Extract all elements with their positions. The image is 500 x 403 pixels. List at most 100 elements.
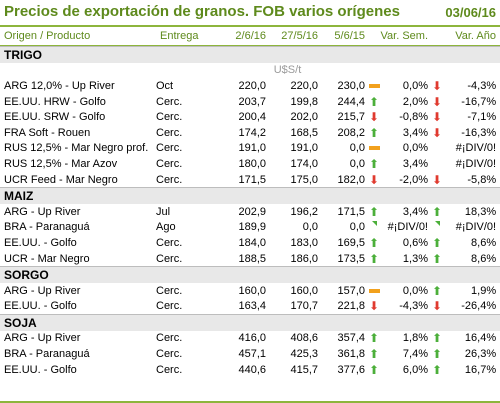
- var-ano-cell: 18,3%: [464, 205, 497, 218]
- delivery-cell: Cerc.: [156, 300, 183, 313]
- price-date-2: 186,0: [290, 252, 318, 265]
- var-ano-cell: 8,6%: [471, 236, 497, 249]
- var-sem-cell: 1,8%: [402, 332, 428, 345]
- delivery-cell: Oct: [156, 79, 174, 92]
- section-header: SORGO: [0, 266, 500, 283]
- var-ano-cell: 16,4%: [464, 332, 497, 345]
- arrow-up-icon: ⬆: [368, 235, 380, 250]
- price-date-2: 175,0: [290, 173, 318, 186]
- page-title: Precios de exportación de granos. FOB va…: [4, 3, 400, 20]
- price-date-2: 168,5: [290, 126, 318, 139]
- header-delivery: Entrega: [160, 30, 199, 42]
- unit-spacer-right: [365, 63, 500, 79]
- arrow-up-icon: ⬆: [368, 204, 380, 219]
- price-date-3: 0,0: [349, 157, 365, 170]
- arrow-up-icon: ⬆: [368, 251, 380, 266]
- delivery-cell: Cerc.: [156, 126, 183, 139]
- price-date-2: 0,0: [302, 221, 318, 234]
- header-product: Origen / Producto: [4, 30, 91, 42]
- product-cell: ARG - Up River: [4, 205, 81, 218]
- table-row: UCR Feed - Mar Negro Cerc. 171,5 175,0 182,0…: [0, 172, 500, 188]
- var-sem-indicator: ⬇: [365, 109, 383, 125]
- var-ano-indicator: ⬆: [428, 346, 446, 362]
- delivery-cell: Cerc.: [156, 173, 183, 186]
- product-cell: RUS 12,5% - Mar Negro prof.: [4, 142, 149, 155]
- delivery-cell: Cerc.: [156, 95, 183, 108]
- title-bar: Precios de exportación de granos. FOB va…: [0, 0, 500, 27]
- var-ano-indicator: ⬆: [428, 235, 446, 251]
- var-ano-indicator: ⬇: [428, 125, 446, 141]
- table-row: BRA - Paranaguá Ago 189,9 0,0 0,0 #¡DIV/0! #¡D…: [0, 220, 500, 236]
- section-header: MAIZ: [0, 187, 500, 204]
- var-sem-cell: 6,0%: [402, 363, 428, 376]
- table-row: ARG - Up River Cerc. 160,0 160,0 157,0 0,0% ⬆ 1…: [0, 283, 500, 299]
- corner-mark-icon: [371, 221, 377, 227]
- flat-icon: [368, 84, 380, 89]
- arrow-up-icon: ⬆: [431, 331, 443, 346]
- section-title: TRIGO: [0, 45, 500, 63]
- price-date-3: 357,4: [337, 332, 365, 345]
- arrow-up-icon: ⬆: [368, 347, 380, 362]
- product-cell: EE.UU. HRW - Golfo: [4, 95, 106, 108]
- product-cell: ARG 12,0% - Up River: [4, 79, 115, 92]
- product-cell: BRA - Paranaguá: [4, 348, 90, 361]
- arrow-up-icon: ⬆: [431, 362, 443, 377]
- var-ano-indicator: ⬇: [428, 78, 446, 94]
- table-row: RUS 12,5% - Mar Negro prof. Cerc. 191,0 191…: [0, 141, 500, 157]
- table-row: FRA Soft - Rouen Cerc. 174,2 168,5 208,2 ⬆ 3,4…: [0, 125, 500, 141]
- var-sem-indicator: [365, 141, 383, 157]
- var-sem-cell: 3,4%: [402, 157, 428, 170]
- price-date-2: 415,7: [290, 363, 318, 376]
- table-row: ARG 12,0% - Up River Oct 220,0 220,0 230,0 0,…: [0, 78, 500, 94]
- arrow-up-icon: ⬆: [431, 283, 443, 298]
- var-ano-indicator: ⬆: [428, 362, 446, 378]
- product-cell: EE.UU. - Golfo: [4, 363, 77, 376]
- var-sem-cell: 1,3%: [402, 252, 428, 265]
- var-ano-indicator: ⬆: [428, 283, 446, 299]
- delivery-cell: Cerc.: [156, 348, 183, 361]
- price-date-2: 174,0: [290, 157, 318, 170]
- header-var-sem: Var. Sem.: [380, 30, 428, 42]
- price-date-1: 191,0: [238, 142, 266, 155]
- price-date-3: 0,0: [349, 142, 365, 155]
- arrow-up-icon: ⬆: [368, 362, 380, 377]
- section-title: MAIZ: [0, 187, 500, 204]
- var-ano-indicator: ⬇: [428, 94, 446, 110]
- arrow-down-icon: ⬇: [431, 78, 443, 93]
- price-date-2: 408,6: [290, 332, 318, 345]
- delivery-cell: Cerc.: [156, 252, 183, 265]
- price-date-1: 160,0: [238, 284, 266, 297]
- price-date-1: 202,9: [238, 205, 266, 218]
- delivery-cell: Cerc.: [156, 236, 183, 249]
- price-date-1: 171,5: [238, 173, 266, 186]
- table-row: EE.UU. - Golfo Cerc. 163,4 170,7 221,8 ⬇ -4,3%…: [0, 299, 500, 315]
- arrow-down-icon: ⬇: [368, 172, 380, 187]
- var-sem-indicator: [365, 78, 383, 94]
- delivery-cell: Ago: [156, 221, 176, 234]
- price-date-1: 203,7: [238, 95, 266, 108]
- delivery-cell: Jul: [156, 205, 171, 218]
- arrow-up-icon: ⬆: [431, 204, 443, 219]
- unit-row: U$S/t: [0, 63, 500, 79]
- var-sem-indicator: ⬆: [365, 204, 383, 220]
- delivery-cell: Cerc.: [156, 284, 183, 297]
- var-ano-indicator: [428, 141, 446, 157]
- price-date-3: 377,6: [337, 363, 365, 376]
- var-ano-cell: #¡DIV/0!: [455, 142, 497, 155]
- table-row: EE.UU. - Golfo Cerc. 184,0 183,0 169,5 ⬆ 0,6% ⬆…: [0, 235, 500, 251]
- var-ano-indicator: ⬆: [428, 251, 446, 267]
- var-ano-cell: 1,9%: [471, 284, 497, 297]
- var-sem-cell: -0,8%: [399, 111, 428, 124]
- delivery-cell: Cerc.: [156, 332, 183, 345]
- var-ano-cell: -26,4%: [461, 300, 497, 313]
- section-title: SORGO: [0, 266, 500, 283]
- delivery-cell: Cerc.: [156, 111, 183, 124]
- report-date: 03/06/16: [445, 5, 496, 20]
- price-date-2: 170,7: [290, 300, 318, 313]
- arrow-down-icon: ⬇: [368, 299, 380, 314]
- price-date-3: 0,0: [349, 221, 365, 234]
- price-date-1: 220,0: [238, 79, 266, 92]
- column-header-row: Origen / Producto Entrega 2/6/16 27/5/16…: [0, 27, 500, 46]
- price-date-2: 183,0: [290, 236, 318, 249]
- var-sem-indicator: ⬆: [365, 125, 383, 141]
